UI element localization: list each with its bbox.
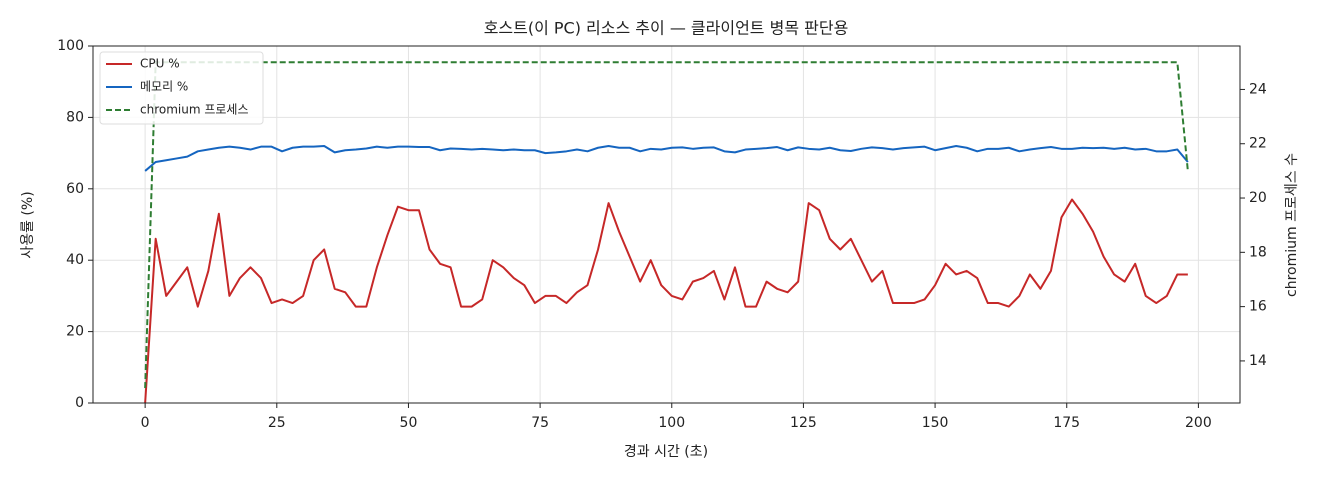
y-tick-label: 60: [66, 181, 84, 197]
y-tick-label: 100: [57, 38, 84, 54]
y2-tick-label: 24: [1249, 81, 1267, 97]
y-axis-label: 사용률 (%): [20, 191, 36, 258]
chart-title: 호스트(이 PC) 리소스 추이 — 클라이언트 병목 판단용: [484, 19, 849, 38]
x-tick-label: 75: [531, 415, 549, 431]
y-tick-label: 0: [75, 395, 84, 411]
y2-tick-label: 18: [1249, 244, 1267, 260]
legend-label: 메모리 %: [140, 80, 188, 94]
x-tick-label: 125: [790, 415, 817, 431]
legend-box: [99, 51, 264, 125]
series-line: [144, 198, 1188, 404]
x-tick-label: 100: [658, 415, 685, 431]
y2-tick-label: 20: [1249, 190, 1267, 206]
y2-tick-label: 14: [1249, 353, 1267, 369]
y2-tick-label: 16: [1249, 299, 1267, 315]
y2-tick-label: 22: [1249, 136, 1267, 152]
x-tick-label: 175: [1053, 415, 1080, 431]
plot-frame: [92, 45, 1241, 404]
y2-axis-label: chromium 프로세스 수: [1284, 153, 1300, 297]
legend-label: chromium 프로세스: [140, 103, 249, 117]
x-axis-label: 경과 시간 (초): [624, 444, 708, 460]
y-tick-label: 80: [66, 109, 84, 125]
y-tick-label: 40: [66, 252, 84, 268]
x-tick-label: 50: [400, 415, 418, 431]
x-tick-label: 0: [141, 415, 150, 431]
x-tick-label: 150: [922, 415, 949, 431]
legend-label: CPU %: [140, 57, 180, 71]
series-line: [144, 144, 1189, 172]
series-line: [144, 61, 1189, 389]
x-tick-label: 200: [1185, 415, 1212, 431]
y-tick-label: 20: [66, 324, 84, 340]
x-tick-label: 25: [268, 415, 286, 431]
